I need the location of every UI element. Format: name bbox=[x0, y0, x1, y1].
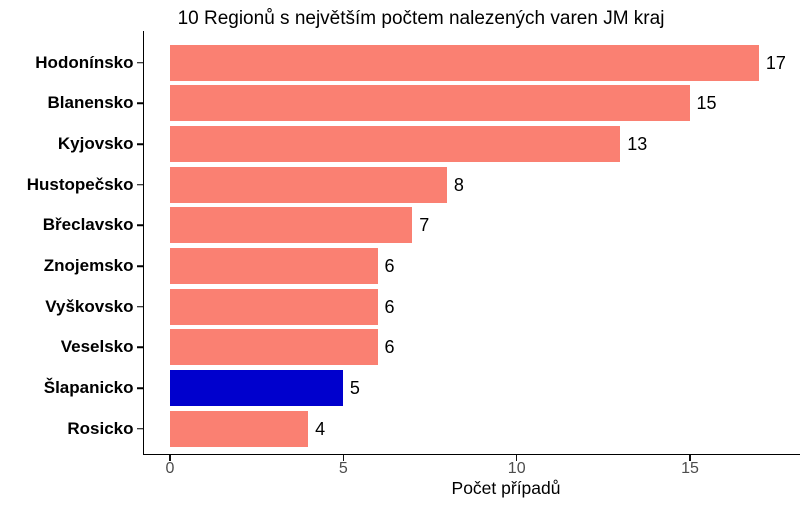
y-axis-tick bbox=[137, 387, 144, 389]
bar-row: Kyjovsko 13 bbox=[58, 124, 801, 165]
y-axis-tick bbox=[137, 224, 144, 227]
y-axis-tick bbox=[137, 427, 144, 430]
category-label: Rosicko bbox=[67, 418, 134, 438]
bar-row: Blanensko 15 bbox=[48, 83, 801, 124]
y-axis-tick bbox=[137, 62, 144, 64]
bar-row: Vyškovsko 6 bbox=[45, 286, 801, 327]
bar bbox=[169, 329, 378, 366]
value-label: 6 bbox=[384, 256, 395, 277]
category-label: Vyškovsko bbox=[45, 296, 134, 316]
value-label: 4 bbox=[315, 418, 326, 439]
bar bbox=[169, 207, 413, 244]
plot-panel: Hodonínsko 17 Blanensko 15 Kyjovsko 13 Hustope… bbox=[27, 31, 801, 455]
bars-container: Hodonínsko 17 Blanensko 15 Kyjovsko 13 Hustope… bbox=[27, 43, 801, 450]
value-label: 5 bbox=[349, 378, 360, 399]
category-label: Veselsko bbox=[60, 337, 134, 357]
x-axis-tick bbox=[689, 455, 691, 461]
bar-row: Hustopečsko 8 bbox=[27, 164, 801, 205]
x-axis-tick-label: 0 bbox=[165, 460, 175, 477]
bar bbox=[169, 166, 447, 203]
x-axis-title: Počet případů bbox=[451, 478, 561, 498]
category-label: Hustopečsko bbox=[26, 174, 134, 194]
bar-row: Šlapanicko 5 bbox=[44, 368, 801, 409]
bar bbox=[169, 370, 343, 407]
value-label: 6 bbox=[384, 296, 395, 317]
bar-row: Veselsko 6 bbox=[61, 327, 801, 368]
bar bbox=[169, 410, 309, 447]
x-axis-tick bbox=[515, 455, 518, 461]
value-label: 17 bbox=[765, 52, 786, 73]
y-axis-tick bbox=[137, 346, 144, 349]
x-axis-tick bbox=[169, 455, 171, 461]
bar bbox=[169, 288, 378, 325]
x-axis-tick bbox=[342, 455, 345, 461]
value-label: 8 bbox=[453, 174, 464, 195]
category-label: Břeclavsko bbox=[42, 215, 134, 235]
bar-row: Břeclavsko 7 bbox=[43, 205, 801, 246]
bar-row: Rosicko 4 bbox=[67, 408, 801, 449]
bar bbox=[169, 85, 690, 122]
value-label: 6 bbox=[384, 337, 395, 358]
y-axis-tick bbox=[137, 102, 144, 105]
category-label: Znojemsko bbox=[43, 256, 134, 276]
value-label: 7 bbox=[419, 215, 430, 236]
bar-row: Hodonínsko 17 bbox=[35, 43, 801, 84]
chart-title: 10 Regionů s největším počtem nalezených… bbox=[177, 8, 665, 29]
x-axis-tick-label: 5 bbox=[338, 460, 348, 477]
bar bbox=[169, 248, 378, 285]
y-axis-tick bbox=[137, 265, 144, 267]
value-label: 13 bbox=[627, 134, 648, 155]
x-axis-tick-label: 15 bbox=[681, 460, 699, 477]
category-label: Blanensko bbox=[47, 93, 134, 113]
category-label: Hodonínsko bbox=[35, 52, 134, 72]
category-label: Kyjovsko bbox=[57, 134, 134, 154]
x-axis-tick-label: 10 bbox=[507, 460, 526, 477]
bar bbox=[169, 126, 621, 163]
bar bbox=[169, 44, 759, 81]
category-label: Šlapanicko bbox=[43, 378, 134, 398]
y-axis-tick bbox=[137, 143, 144, 145]
value-label: 15 bbox=[696, 93, 717, 114]
y-axis-tick bbox=[137, 306, 144, 308]
y-axis-tick bbox=[137, 184, 144, 186]
bar-row: Znojemsko 6 bbox=[44, 246, 801, 287]
